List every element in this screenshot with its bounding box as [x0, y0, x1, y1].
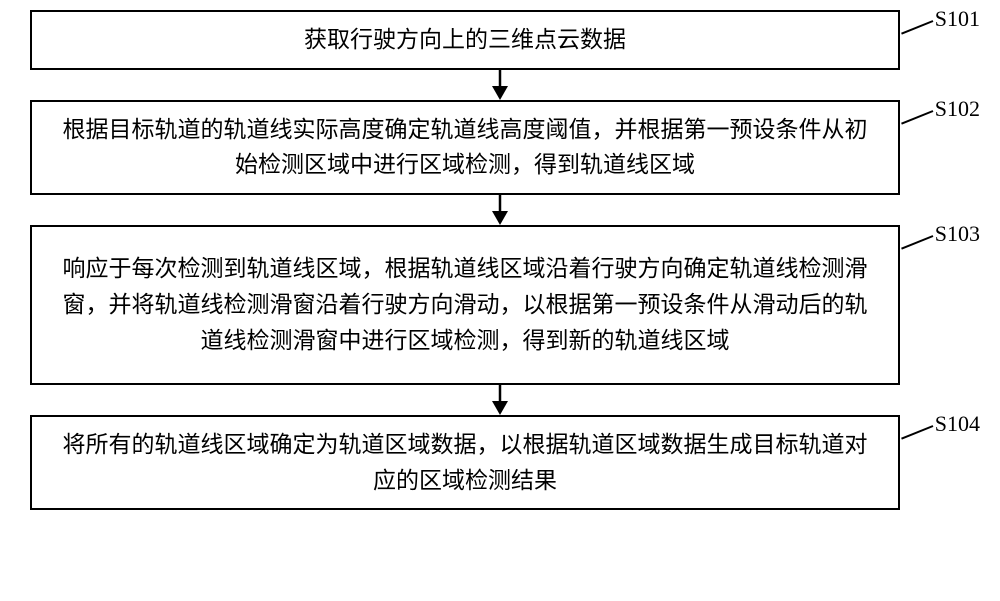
flow-row-2: 根据目标轨道的轨道线实际高度确定轨道线高度阈值，并根据第一预设条件从初始检测区域… [30, 100, 970, 195]
flow-node-s101: 获取行驶方向上的三维点云数据 [30, 10, 900, 70]
flow-node-tag: S101 [935, 6, 980, 32]
flow-node-tag: S104 [935, 411, 980, 437]
flow-node-tag: S102 [935, 96, 980, 122]
flow-node-s102: 根据目标轨道的轨道线实际高度确定轨道线高度阈值，并根据第一预设条件从初始检测区域… [30, 100, 900, 195]
flow-arrow-2 [65, 195, 935, 225]
flow-arrow-1 [65, 70, 935, 100]
flow-row-3: 响应于每次检测到轨道线区域，根据轨道线区域沿着行驶方向确定轨道线检测滑窗，并将轨… [30, 225, 970, 385]
flow-node-tag: S103 [935, 221, 980, 247]
flow-node-text: 根据目标轨道的轨道线实际高度确定轨道线高度阈值，并根据第一预设条件从初始检测区域… [52, 112, 878, 183]
flow-arrow-3 [65, 385, 935, 415]
flow-node-s103: 响应于每次检测到轨道线区域，根据轨道线区域沿着行驶方向确定轨道线检测滑窗，并将轨… [30, 225, 900, 385]
flow-node-s104: 将所有的轨道线区域确定为轨道区域数据，以根据轨道区域数据生成目标轨道对应的区域检… [30, 415, 900, 510]
flowchart-canvas: 获取行驶方向上的三维点云数据 S101 根据目标轨道的轨道线实际高度确定轨道线高… [30, 10, 970, 510]
flow-node-text: 响应于每次检测到轨道线区域，根据轨道线区域沿着行驶方向确定轨道线检测滑窗，并将轨… [52, 251, 878, 358]
flow-row-4: 将所有的轨道线区域确定为轨道区域数据，以根据轨道区域数据生成目标轨道对应的区域检… [30, 415, 970, 510]
flow-node-text: 将所有的轨道线区域确定为轨道区域数据，以根据轨道区域数据生成目标轨道对应的区域检… [52, 427, 878, 498]
flow-node-text: 获取行驶方向上的三维点云数据 [304, 22, 626, 58]
flow-row-1: 获取行驶方向上的三维点云数据 S101 [30, 10, 970, 70]
